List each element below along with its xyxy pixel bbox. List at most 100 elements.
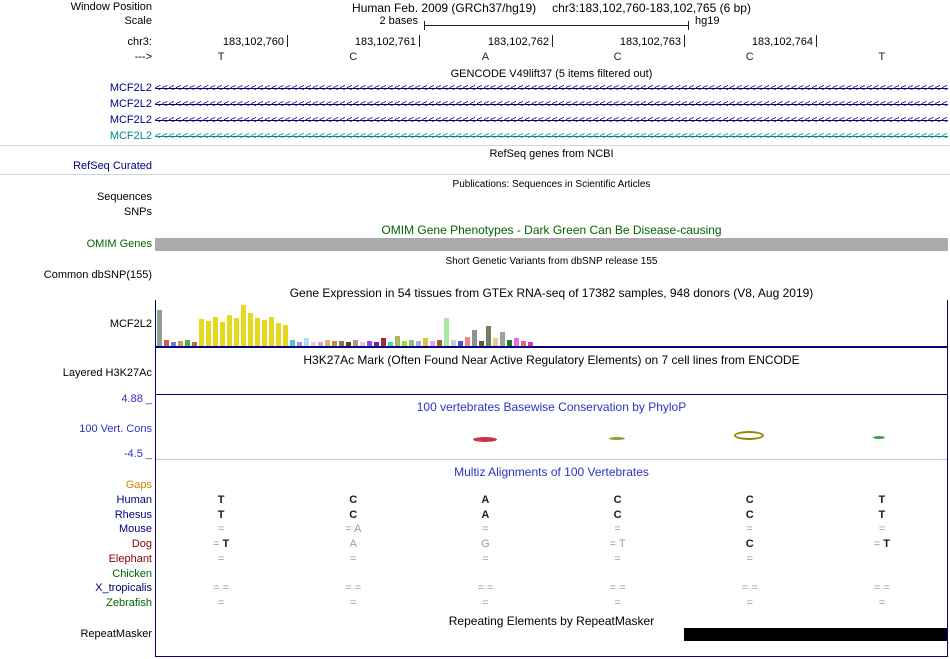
gtex-bar	[332, 341, 337, 346]
scale-bar-line	[424, 25, 688, 26]
scale-bar-tick-left	[424, 21, 425, 30]
common-dbsnp-label[interactable]: Common dbSNP(155)	[43, 269, 152, 281]
alignment-cell: =	[217, 553, 225, 565]
species-label[interactable]: X_tropicalis	[95, 582, 152, 594]
gene-label[interactable]: MCF2L2	[109, 114, 152, 126]
omim-genes-label[interactable]: OMIM Genes	[86, 238, 152, 250]
gtex-bar	[276, 323, 281, 346]
alignment-cell: C	[745, 509, 754, 521]
alignment-cell: =	[350, 553, 357, 565]
track-left-border	[155, 300, 156, 657]
gtex-bar	[360, 342, 365, 346]
gtex-bar	[507, 340, 512, 346]
strand-label: --->	[134, 51, 152, 63]
omim-track-bar[interactable]	[155, 238, 948, 251]
gtex-bar	[500, 332, 505, 346]
species-label[interactable]: Elephant	[108, 553, 152, 565]
alignment-cell: G	[481, 538, 490, 550]
gtex-track-title: Gene Expression in 54 tissues from GTEx …	[289, 286, 814, 300]
base-letter: C	[613, 51, 622, 63]
gtex-bar	[213, 317, 218, 346]
gtex-bar	[199, 319, 204, 346]
gtex-bar	[437, 340, 442, 346]
gene-row[interactable]: <<<<<<<<<<<<<<<<<<<<<<<<<<<<<<<<<<<<<<<<…	[155, 99, 948, 111]
species-label[interactable]: Mouse	[118, 523, 152, 535]
species-label[interactable]: Dog	[131, 538, 152, 550]
gtex-bar	[423, 338, 428, 346]
gene-label[interactable]: MCF2L2	[109, 98, 152, 110]
alignment-cell: T	[217, 509, 225, 521]
base-letter: A	[481, 51, 490, 63]
alignment-cell: =	[482, 597, 489, 609]
coordinate-label: 183,102,763	[619, 36, 681, 48]
chromosome-label: chr3:	[127, 36, 152, 48]
gtex-gene-label[interactable]: MCF2L2	[109, 318, 152, 330]
species-label[interactable]: Gaps	[125, 479, 152, 491]
alignment-cell: T	[217, 494, 225, 506]
gtex-bar	[465, 337, 470, 346]
alignment-cell: T	[878, 494, 886, 506]
gtex-bar	[304, 338, 309, 346]
gtex-bar	[444, 318, 449, 346]
multiz-track-title: Multiz Alignments of 100 Vertebrates	[454, 465, 649, 479]
gtex-bar	[451, 340, 456, 346]
gtex-bar	[458, 341, 463, 346]
assembly-title: Human Feb. 2009 (GRCh37/hg19)	[352, 1, 537, 15]
repeatmasker-track-title: Repeating Elements by RepeatMasker	[448, 614, 655, 628]
h3k27ac-baseline	[155, 394, 948, 395]
gene-row[interactable]: <<<<<<<<<<<<<<<<<<<<<<<<<<<<<<<<<<<<<<<<…	[155, 115, 948, 127]
gtex-bar	[514, 338, 519, 346]
sequences-label[interactable]: Sequences	[96, 191, 152, 203]
gtex-bar	[493, 338, 498, 346]
gtex-bar	[409, 340, 414, 346]
window-position-title: Human Feb. 2009 (GRCh37/hg19) chr3:183,10…	[155, 1, 948, 15]
gtex-bar	[192, 342, 197, 346]
gtex-bar	[262, 320, 267, 346]
gene-label[interactable]: MCF2L2	[109, 82, 152, 94]
gtex-bar	[297, 342, 302, 346]
coordinate-tick	[419, 35, 420, 47]
alignment-cell: =	[746, 597, 753, 609]
alignment-cell: = T	[873, 538, 891, 550]
gtex-bar	[367, 341, 372, 346]
alignment-cell: =	[217, 597, 225, 609]
gene-row[interactable]: <<<<<<<<<<<<<<<<<<<<<<<<<<<<<<<<<<<<<<<<…	[155, 131, 948, 143]
alignment-cell: = =	[477, 582, 494, 594]
alignment-cell: C	[613, 509, 622, 521]
cons-track-label[interactable]: 100 Vert. Cons	[79, 423, 152, 435]
coordinate-label: 183,102,761	[354, 36, 416, 48]
gtex-bar	[269, 317, 274, 346]
coordinate-tick	[287, 35, 288, 47]
snps-label[interactable]: SNPs	[123, 206, 152, 218]
gtex-bar	[255, 318, 260, 346]
species-label[interactable]: Chicken	[112, 568, 152, 580]
alignment-cell: =	[482, 523, 489, 535]
species-label[interactable]: Zebrafish	[106, 597, 152, 609]
dbsnp-track-title: Short Genetic Variants from dbSNP releas…	[445, 256, 658, 267]
gtex-bar	[528, 342, 533, 346]
species-label[interactable]: Human	[116, 494, 152, 506]
repeatmasker-label[interactable]: RepeatMasker	[80, 628, 152, 640]
alignment-cell: T	[878, 509, 886, 521]
alignment-cell: C	[613, 494, 622, 506]
gene-row[interactable]: <<<<<<<<<<<<<<<<<<<<<<<<<<<<<<<<<<<<<<<<…	[155, 83, 948, 95]
gtex-bar	[339, 341, 344, 346]
gtex-bar	[178, 341, 183, 346]
phylop-mark	[873, 435, 885, 439]
species-label[interactable]: Rhesus	[114, 509, 152, 521]
alignment-cell: A	[481, 509, 490, 521]
layered-h3k27ac-label[interactable]: Layered H3K27Ac	[62, 367, 152, 379]
alignment-cell: =	[878, 597, 886, 609]
base-letter: C	[745, 51, 754, 63]
track-right-border	[947, 300, 948, 657]
alignment-cell: =	[482, 553, 489, 565]
gtex-bar	[185, 340, 190, 346]
alignment-cell: = =	[609, 582, 626, 594]
phylop-bottom-line	[155, 459, 948, 460]
alignment-cell: C	[745, 494, 754, 506]
gene-label[interactable]: MCF2L2	[109, 130, 152, 142]
repeat-element[interactable]	[684, 628, 948, 641]
refseq-curated-label[interactable]: RefSeq Curated	[73, 160, 152, 172]
h3k27ac-track-title: H3K27Ac Mark (Often Found Near Active Re…	[303, 353, 800, 367]
